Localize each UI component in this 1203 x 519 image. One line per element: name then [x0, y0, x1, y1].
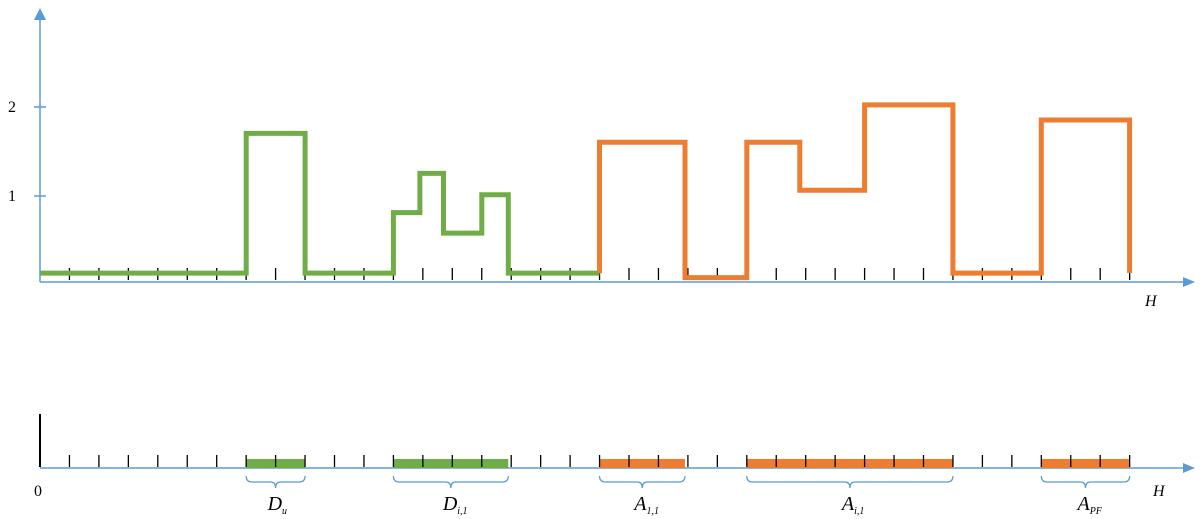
segment-bar-2: [393, 459, 509, 468]
segment-brace-2: [392, 475, 509, 489]
segment-bar-3: [599, 459, 685, 468]
segment-label-4: Ai,1: [840, 493, 865, 517]
bottom-x-axis-arrow: [1183, 463, 1195, 473]
bottom-strip: Du Di,1 A1,1 Ai,1 APF 0 H: [34, 414, 1195, 517]
segment-brace-3: [598, 475, 686, 489]
origin-label: 0: [34, 483, 42, 500]
green-trace: [40, 130, 600, 276]
orange-trace: [597, 102, 1133, 281]
segment-label-3: A1,1: [632, 493, 659, 517]
segment-label-1: Du: [267, 493, 287, 517]
segment-brace-5: [1040, 475, 1131, 489]
segment-bar-5: [1041, 459, 1130, 468]
segment-bar-4: [746, 459, 953, 468]
top-x-axis-arrow: [1183, 277, 1195, 287]
top-y-axis-arrow: [34, 8, 46, 20]
segment-label-5: APF: [1075, 493, 1102, 517]
bottom-braces: Du Di,1 A1,1 Ai,1 APF: [245, 475, 1131, 517]
segment-brace-4: [746, 475, 954, 489]
y-tick-1-label: 1: [8, 188, 16, 205]
bottom-x-ticks: [68, 455, 1131, 467]
bottom-x-axis-label: H: [1152, 483, 1166, 500]
segment-brace-1: [245, 475, 306, 489]
y-tick-2-label: 2: [8, 99, 16, 116]
top-plot: 1 2 H: [8, 8, 1195, 310]
top-x-axis-label: H: [1144, 293, 1158, 310]
segment-label-2: Di,1: [442, 493, 468, 517]
